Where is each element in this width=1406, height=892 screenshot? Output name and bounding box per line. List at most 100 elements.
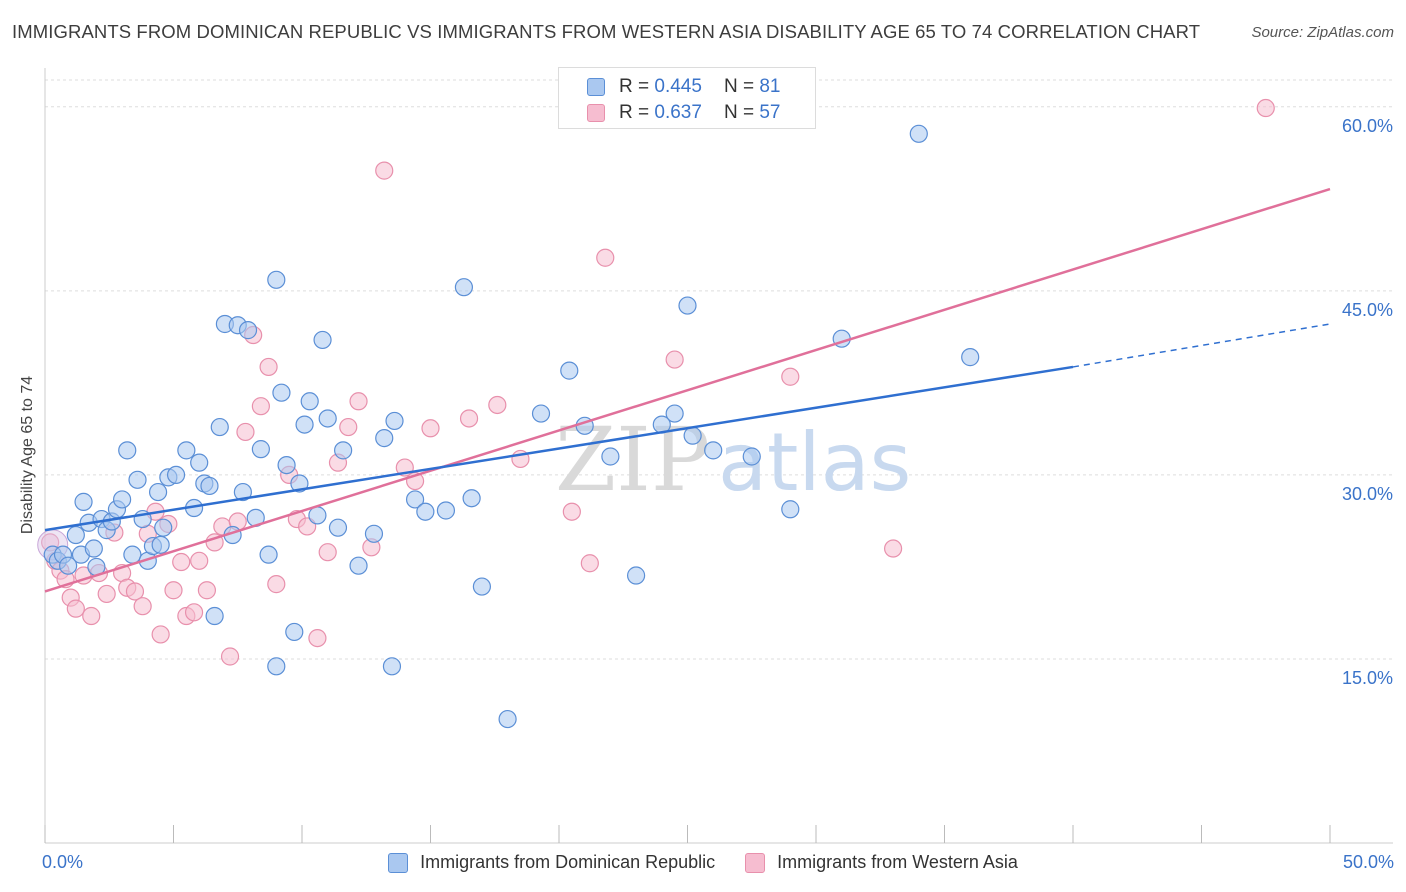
data-point bbox=[601, 447, 620, 466]
data-point bbox=[308, 628, 327, 648]
data-point bbox=[405, 490, 425, 509]
y-tick-label: 45.0% bbox=[1342, 300, 1393, 320]
data-point bbox=[781, 367, 800, 386]
data-point bbox=[334, 441, 353, 460]
data-point bbox=[421, 419, 440, 438]
legend-swatch-pink bbox=[587, 104, 605, 122]
data-point bbox=[128, 470, 147, 489]
data-point bbox=[66, 599, 85, 618]
data-point bbox=[290, 474, 309, 493]
data-point bbox=[154, 518, 173, 537]
data-point bbox=[190, 453, 209, 472]
legend-label: Immigrants from Western Asia bbox=[777, 852, 1018, 872]
y-tick-labels: 15.0% 30.0% 45.0% 60.0% bbox=[1342, 116, 1393, 688]
data-point bbox=[472, 577, 491, 596]
data-point bbox=[166, 465, 186, 485]
data-point bbox=[560, 361, 579, 380]
r-value: 0.445 bbox=[654, 76, 702, 97]
data-point bbox=[364, 524, 384, 543]
data-point bbox=[66, 525, 85, 545]
data-point bbox=[375, 161, 394, 180]
chart-title: IMMIGRANTS FROM DOMINICAN REPUBLIC VS IM… bbox=[12, 21, 1201, 42]
n-value: 57 bbox=[759, 102, 781, 123]
r-label: R = bbox=[619, 102, 650, 123]
data-point bbox=[318, 543, 337, 562]
data-point bbox=[626, 566, 646, 585]
data-point bbox=[339, 417, 358, 437]
legend-swatch-blue bbox=[587, 78, 605, 96]
data-point bbox=[259, 545, 278, 564]
data-point bbox=[596, 248, 615, 267]
data-point bbox=[164, 581, 183, 600]
trend-line-western-asia bbox=[44, 187, 1331, 593]
data-point bbox=[459, 409, 479, 428]
grid-lines bbox=[45, 79, 1393, 660]
data-point bbox=[148, 482, 168, 502]
data-point bbox=[82, 606, 101, 626]
trend-lines bbox=[44, 187, 1331, 593]
data-point bbox=[382, 657, 402, 676]
data-point bbox=[909, 124, 928, 143]
data-point bbox=[1256, 98, 1275, 118]
data-point bbox=[883, 539, 903, 558]
stats-row-western-asia: R = 0.637 N = 57 bbox=[587, 102, 780, 124]
data-point bbox=[308, 506, 327, 525]
legend-swatch-pink bbox=[745, 852, 766, 873]
data-point bbox=[200, 476, 219, 496]
data-point bbox=[277, 455, 296, 475]
legend-item-dominican-republic: Immigrants from Dominican Republic bbox=[388, 852, 715, 873]
data-point bbox=[133, 597, 152, 616]
series-western-asia-points bbox=[37, 98, 1275, 666]
data-point bbox=[385, 411, 404, 431]
data-point bbox=[251, 397, 270, 416]
data-point bbox=[151, 625, 170, 644]
data-point bbox=[123, 545, 142, 564]
data-point bbox=[462, 489, 481, 508]
y-axis-label: Disability Age 65 to 74 bbox=[19, 375, 36, 535]
data-point bbox=[125, 582, 145, 601]
legend-label: Immigrants from Dominican Republic bbox=[420, 852, 716, 872]
source-label: Source: ZipAtlas.com bbox=[1251, 24, 1394, 41]
data-point bbox=[272, 383, 291, 402]
data-point bbox=[349, 556, 368, 575]
data-point bbox=[665, 404, 684, 423]
data-point bbox=[59, 556, 78, 575]
axes bbox=[44, 68, 1393, 844]
data-point bbox=[251, 440, 270, 459]
data-point bbox=[197, 581, 217, 600]
data-point bbox=[184, 603, 204, 622]
data-point bbox=[97, 584, 116, 604]
data-point bbox=[300, 392, 319, 411]
data-point bbox=[742, 447, 761, 466]
data-point bbox=[210, 417, 229, 437]
data-point bbox=[205, 606, 224, 626]
legend-swatch-blue bbox=[388, 852, 409, 873]
data-point bbox=[190, 551, 209, 570]
data-point bbox=[704, 441, 723, 460]
data-point bbox=[267, 657, 286, 676]
stats-row-dominican-republic: R = 0.445 N = 81 bbox=[587, 76, 780, 98]
data-point bbox=[580, 554, 599, 573]
data-point bbox=[683, 426, 702, 445]
data-point bbox=[267, 575, 286, 594]
data-point bbox=[961, 348, 980, 367]
data-point bbox=[498, 709, 517, 729]
data-point bbox=[267, 270, 286, 289]
legend-item-western-asia: Immigrants from Western Asia bbox=[745, 852, 1018, 873]
data-point bbox=[259, 357, 278, 377]
data-point bbox=[295, 415, 314, 434]
n-label: N = bbox=[723, 102, 755, 123]
data-point bbox=[454, 278, 474, 297]
data-point bbox=[233, 482, 252, 502]
data-point bbox=[118, 441, 137, 460]
stats-legend: R = 0.445 N = 81 R = 0.637 N = 57 bbox=[558, 67, 816, 129]
n-value: 81 bbox=[759, 76, 781, 97]
data-point bbox=[84, 539, 103, 558]
data-point bbox=[112, 490, 132, 509]
data-point bbox=[285, 622, 304, 642]
data-point bbox=[172, 552, 191, 572]
data-point bbox=[375, 428, 394, 448]
data-point bbox=[318, 409, 337, 428]
x-tick-label-max: 50.0% bbox=[1342, 852, 1394, 872]
